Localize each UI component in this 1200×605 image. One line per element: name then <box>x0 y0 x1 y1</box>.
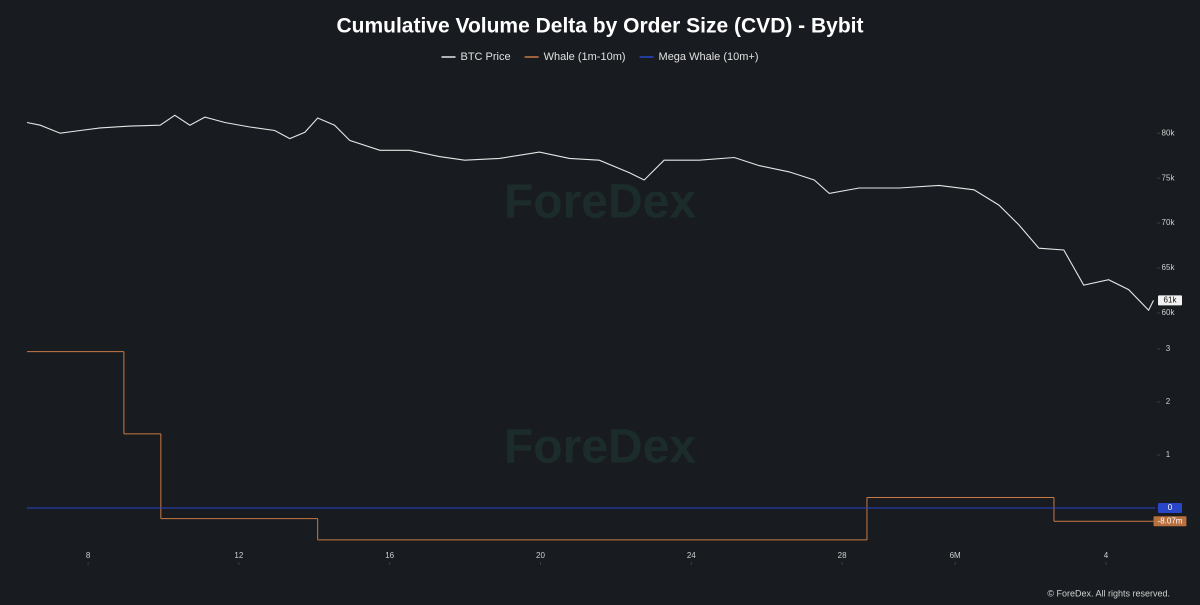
x-tick-label: 16 <box>385 551 394 560</box>
x-tick-label: 24 <box>687 551 696 560</box>
end-label: -8.07m <box>1153 516 1187 527</box>
x-tick-label: 8 <box>86 551 91 560</box>
legend-label: Whale (1m-10m) <box>544 51 626 63</box>
end-label-box <box>1158 295 1182 306</box>
end-label-box <box>1153 516 1187 527</box>
y-tick-label: 1 <box>1166 450 1171 459</box>
legend-label: BTC Price <box>461 51 511 63</box>
x-tick-label: 28 <box>838 551 847 560</box>
footer: © ForeDex. All rights reserved. <box>1047 588 1170 598</box>
legend: BTC Price Whale (1m-10m) Mega Whale (10m+) <box>441 51 759 63</box>
y-tick-label: 2 <box>1166 397 1171 406</box>
end-label: 61k <box>1158 295 1182 306</box>
chart-title: Cumulative Volume Delta by Order Size (C… <box>336 15 863 38</box>
end-label-text: -8.07m <box>1158 516 1183 525</box>
y-tick-label: 70k <box>1162 218 1176 227</box>
end-label-text: 0 <box>1168 503 1173 512</box>
y-tick-label: 75k <box>1162 173 1176 182</box>
legend-label: Mega Whale (10m+) <box>659 51 759 63</box>
x-tick-label: 6M <box>950 551 961 560</box>
end-label-text: 61k <box>1164 295 1178 304</box>
y-tick-label: 60k <box>1162 308 1176 317</box>
y-tick-label: 80k <box>1162 128 1176 137</box>
x-tick-label: 4 <box>1104 551 1109 560</box>
end-label: 0 <box>1158 503 1182 514</box>
watermark: ForeDex <box>504 421 696 474</box>
y-tick-label: 65k <box>1162 263 1176 272</box>
price-line <box>26 114 1154 312</box>
x-tick-label: 12 <box>234 551 243 560</box>
y-tick-label: 3 <box>1166 344 1171 353</box>
end-label-box <box>1158 503 1182 514</box>
x-tick-label: 20 <box>536 551 545 560</box>
watermark: ForeDex <box>504 176 696 229</box>
